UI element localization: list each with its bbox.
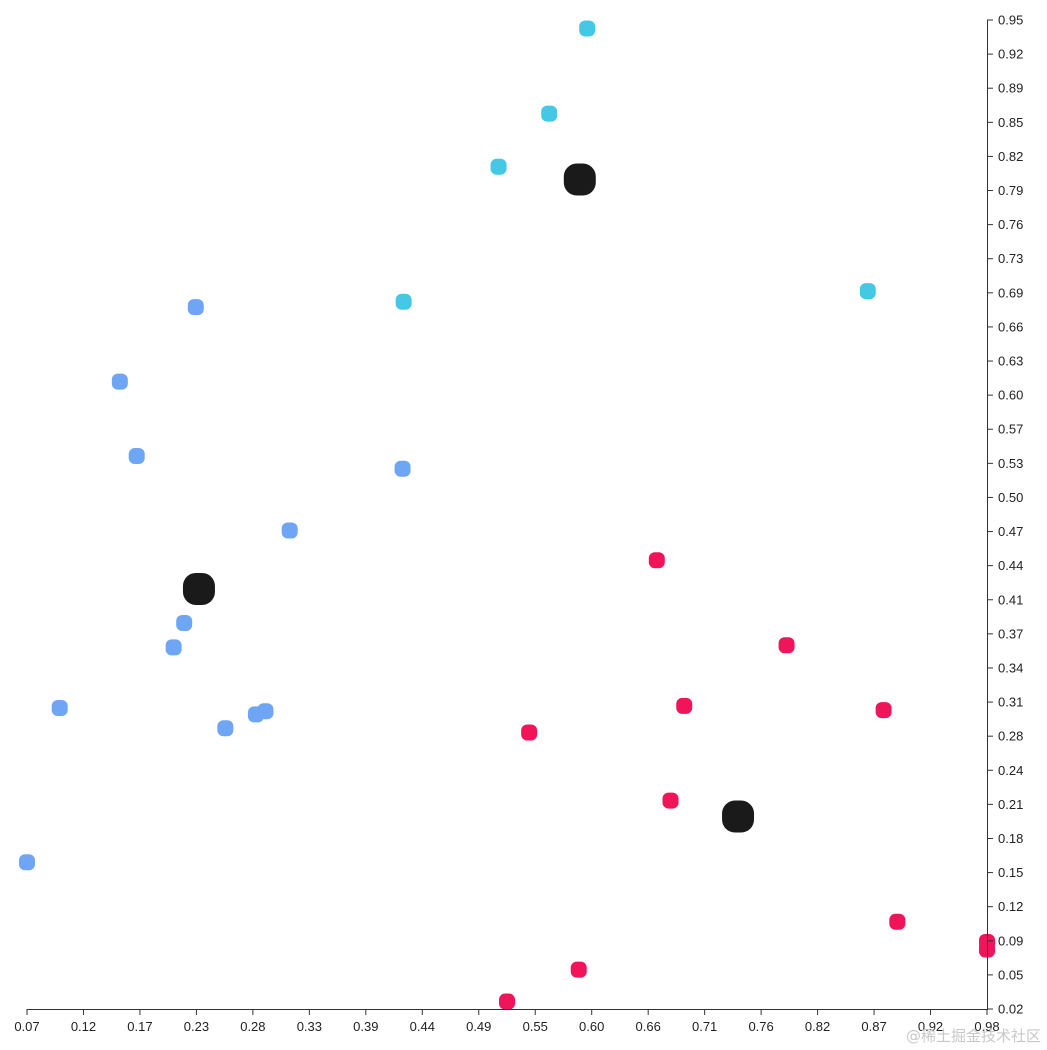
x-tick-label: 0.76 bbox=[748, 1019, 773, 1034]
x-tick-label: 0.49 bbox=[466, 1019, 491, 1034]
data-point bbox=[128, 448, 145, 465]
x-tick-label: 0.82 bbox=[805, 1019, 830, 1034]
data-point bbox=[541, 105, 558, 122]
centroid-point bbox=[722, 800, 755, 833]
data-point bbox=[490, 158, 507, 175]
x-tick-label: 0.92 bbox=[918, 1019, 943, 1034]
points-layer bbox=[19, 20, 995, 1010]
y-tick-label: 0.92 bbox=[998, 47, 1023, 62]
data-point bbox=[165, 639, 182, 656]
y-tick-label: 0.82 bbox=[998, 149, 1023, 164]
y-tick-label: 0.12 bbox=[998, 899, 1023, 914]
x-tick-label: 0.33 bbox=[297, 1019, 322, 1034]
y-tick-label: 0.05 bbox=[998, 967, 1023, 982]
y-tick-label: 0.69 bbox=[998, 285, 1023, 300]
data-point bbox=[395, 293, 412, 310]
data-point bbox=[648, 552, 665, 569]
y-tick-label: 0.18 bbox=[998, 831, 1023, 846]
y-tick-label: 0.15 bbox=[998, 865, 1023, 880]
y-axis-ticks: 0.95 0.92 0.89 0.85 0.82 0.79 0.76 0.73 0.69 0.66… bbox=[987, 13, 1023, 1017]
y-tick-label: 0.60 bbox=[998, 388, 1023, 403]
data-point bbox=[859, 283, 876, 300]
y-tick-label: 0.28 bbox=[998, 729, 1023, 744]
y-tick-label: 0.89 bbox=[998, 81, 1023, 96]
y-tick-label: 0.02 bbox=[998, 1002, 1023, 1017]
y-tick-label: 0.53 bbox=[998, 456, 1023, 471]
data-point bbox=[217, 720, 234, 737]
y-tick-label: 0.63 bbox=[998, 354, 1023, 369]
y-tick-label: 0.66 bbox=[998, 319, 1023, 334]
y-tick-label: 0.24 bbox=[998, 763, 1023, 778]
y-tick-label: 0.76 bbox=[998, 217, 1023, 232]
y-tick-label: 0.50 bbox=[998, 490, 1023, 505]
x-tick-label: 0.12 bbox=[71, 1019, 96, 1034]
data-point bbox=[19, 854, 35, 871]
data-point bbox=[676, 697, 693, 714]
x-tick-label: 0.07 bbox=[14, 1019, 39, 1034]
y-tick-label: 0.57 bbox=[998, 422, 1023, 437]
data-point bbox=[51, 700, 68, 717]
x-tick-label: 0.60 bbox=[579, 1019, 604, 1034]
x-tick-label: 0.23 bbox=[184, 1019, 209, 1034]
y-tick-label: 0.21 bbox=[998, 797, 1023, 812]
data-point bbox=[521, 724, 538, 741]
centroid-point bbox=[182, 572, 215, 605]
y-tick-label: 0.47 bbox=[998, 524, 1023, 539]
y-tick-label: 0.73 bbox=[998, 251, 1023, 266]
y-tick-label: 0.95 bbox=[998, 13, 1023, 28]
y-tick-label: 0.44 bbox=[998, 558, 1023, 573]
y-tick-label: 0.09 bbox=[998, 933, 1023, 948]
x-tick-label: 0.28 bbox=[240, 1019, 265, 1034]
x-tick-label: 0.39 bbox=[353, 1019, 378, 1034]
y-tick-label: 0.31 bbox=[998, 695, 1023, 710]
data-point bbox=[176, 614, 193, 631]
data-point bbox=[394, 460, 411, 477]
x-tick-label: 0.66 bbox=[636, 1019, 661, 1034]
y-tick-label: 0.37 bbox=[998, 626, 1023, 641]
data-point bbox=[187, 299, 204, 316]
centroid-point bbox=[563, 163, 596, 196]
data-point bbox=[111, 373, 128, 390]
data-point bbox=[875, 702, 892, 719]
y-tick-label: 0.34 bbox=[998, 660, 1023, 675]
x-tick-label: 0.87 bbox=[861, 1019, 886, 1034]
data-point bbox=[499, 993, 515, 1010]
data-point bbox=[257, 703, 274, 720]
x-tick-label: 0.71 bbox=[692, 1019, 717, 1034]
x-tick-label: 0.44 bbox=[410, 1019, 435, 1034]
data-point bbox=[662, 792, 679, 809]
y-tick-label: 0.79 bbox=[998, 183, 1023, 198]
y-tick-label: 0.85 bbox=[998, 115, 1023, 130]
x-tick-label: 0.17 bbox=[127, 1019, 152, 1034]
data-point bbox=[570, 961, 587, 978]
x-tick-label: 0.98 bbox=[974, 1019, 999, 1034]
data-point bbox=[281, 522, 298, 539]
x-axis-ticks: 0.07 0.12 0.17 0.23 0.28 0.33 0.39 0.44 0.49 0.55… bbox=[14, 1009, 1000, 1034]
x-tick-label: 0.55 bbox=[523, 1019, 548, 1034]
data-point bbox=[889, 913, 906, 930]
data-point bbox=[579, 20, 596, 37]
y-tick-label: 0.41 bbox=[998, 592, 1023, 607]
data-point bbox=[778, 637, 795, 654]
